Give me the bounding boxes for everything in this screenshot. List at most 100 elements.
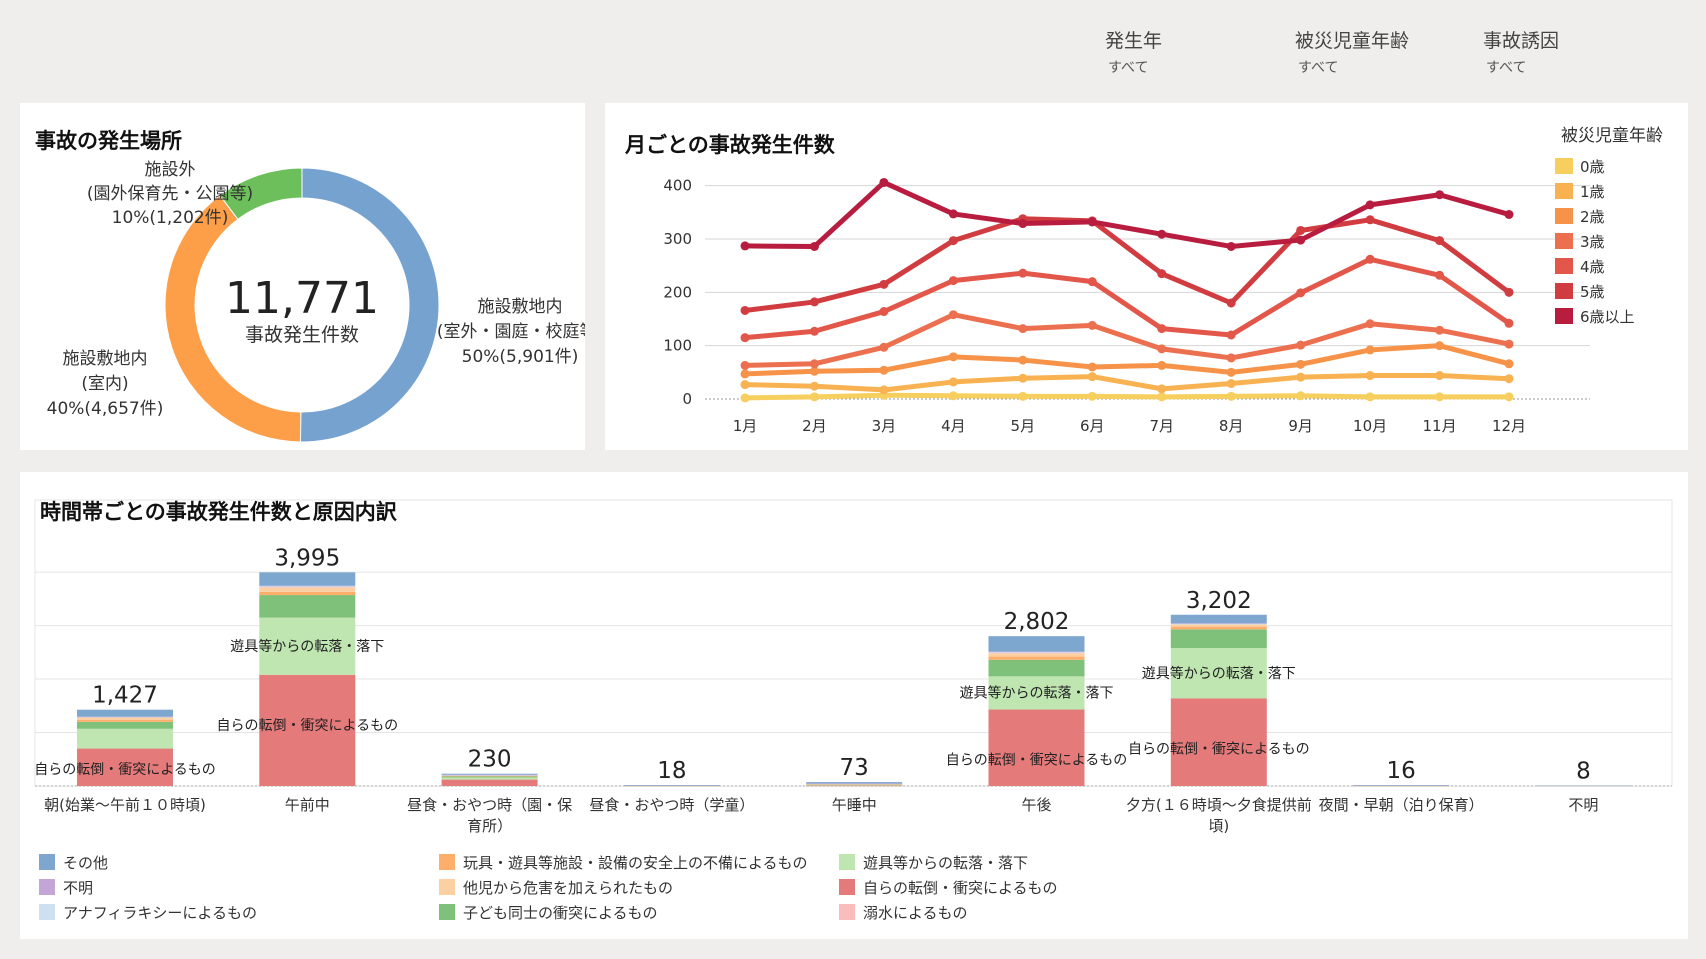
line-point[interactable] bbox=[1504, 339, 1514, 349]
line-point[interactable] bbox=[1157, 384, 1167, 394]
bar-segment[interactable] bbox=[77, 748, 173, 786]
line-point[interactable] bbox=[879, 385, 889, 395]
line-point[interactable] bbox=[809, 297, 819, 307]
line-point[interactable] bbox=[879, 342, 889, 352]
bar-segment[interactable] bbox=[259, 572, 356, 586]
bar-legend-label[interactable]: アナフィラキシーによるもの bbox=[63, 904, 257, 922]
line-point[interactable] bbox=[1157, 360, 1167, 370]
line-point[interactable] bbox=[1435, 371, 1445, 381]
bar-segment[interactable] bbox=[259, 674, 356, 786]
bar-segment[interactable] bbox=[988, 656, 1085, 660]
bar-segment[interactable] bbox=[77, 728, 173, 749]
line-point[interactable] bbox=[1087, 320, 1097, 330]
line-point[interactable] bbox=[1365, 254, 1375, 264]
line-legend-label[interactable]: 6歳以上 bbox=[1580, 308, 1635, 326]
line-point[interactable] bbox=[948, 209, 958, 219]
filter-age[interactable]: 被災児童年齢 すべて bbox=[1295, 26, 1409, 77]
line-series-6[interactable] bbox=[744, 179, 1510, 249]
line-point[interactable] bbox=[1365, 371, 1375, 381]
line-point[interactable] bbox=[1226, 330, 1236, 340]
bar-legend-label[interactable]: 不明 bbox=[63, 879, 93, 897]
line-point[interactable] bbox=[1365, 200, 1375, 210]
bar-segment[interactable] bbox=[259, 586, 356, 588]
bar-segment[interactable] bbox=[1170, 614, 1267, 624]
line-point[interactable] bbox=[879, 279, 889, 289]
line-point[interactable] bbox=[1296, 340, 1306, 350]
bar-legend-label[interactable]: 他児から危害を加えられたもの bbox=[463, 879, 673, 897]
bar-legend-label[interactable]: 自らの転倒・衝突によるもの bbox=[863, 879, 1058, 897]
line-point[interactable] bbox=[879, 177, 889, 187]
bar-segment[interactable] bbox=[988, 659, 1085, 677]
bar-segment[interactable] bbox=[77, 721, 173, 729]
bar-segment[interactable] bbox=[77, 716, 173, 718]
line-legend-label[interactable]: 3歳 bbox=[1580, 233, 1605, 251]
line-point[interactable] bbox=[809, 366, 819, 376]
line-point[interactable] bbox=[1087, 362, 1097, 372]
bar-segment[interactable] bbox=[988, 652, 1085, 654]
line-series-1[interactable] bbox=[744, 373, 1510, 393]
line-point[interactable] bbox=[1018, 324, 1028, 334]
line-point[interactable] bbox=[948, 377, 958, 387]
line-point[interactable] bbox=[1504, 359, 1514, 369]
bar-segment[interactable] bbox=[77, 709, 173, 717]
line-point[interactable] bbox=[1296, 372, 1306, 382]
line-series-3[interactable] bbox=[744, 312, 1510, 368]
line-point[interactable] bbox=[879, 365, 889, 375]
bar-segment[interactable] bbox=[77, 719, 173, 722]
bar-segment[interactable] bbox=[441, 774, 538, 776]
bar-segment[interactable] bbox=[988, 652, 1085, 653]
bar-segment[interactable] bbox=[441, 779, 538, 786]
line-point[interactable] bbox=[809, 392, 819, 402]
bar-segment[interactable] bbox=[441, 777, 538, 780]
line-point[interactable] bbox=[1296, 225, 1306, 235]
bar-segment[interactable] bbox=[259, 591, 356, 596]
line-point[interactable] bbox=[1226, 391, 1236, 401]
line-point[interactable] bbox=[1435, 236, 1445, 246]
line-point[interactable] bbox=[1226, 298, 1236, 308]
line-point[interactable] bbox=[740, 380, 750, 390]
line-point[interactable] bbox=[1504, 392, 1514, 402]
line-series-2[interactable] bbox=[744, 343, 1510, 377]
bar-segment[interactable] bbox=[806, 785, 903, 786]
line-point[interactable] bbox=[948, 236, 958, 246]
line-point[interactable] bbox=[1087, 277, 1097, 287]
line-point[interactable] bbox=[740, 369, 750, 379]
line-point[interactable] bbox=[1087, 217, 1097, 227]
line-point[interactable] bbox=[1365, 215, 1375, 225]
line-point[interactable] bbox=[740, 305, 750, 315]
bar-segment[interactable] bbox=[1170, 698, 1267, 786]
line-point[interactable] bbox=[1435, 270, 1445, 280]
line-point[interactable] bbox=[1504, 318, 1514, 328]
bar-segment[interactable] bbox=[1170, 626, 1267, 630]
bar-segment[interactable] bbox=[1170, 648, 1267, 699]
line-point[interactable] bbox=[809, 381, 819, 391]
bar-legend-label[interactable]: 玩具・遊具等施設・設備の安全上の不備によるもの bbox=[463, 854, 808, 872]
line-point[interactable] bbox=[948, 352, 958, 362]
bar-segment[interactable] bbox=[441, 775, 538, 777]
line-point[interactable] bbox=[1226, 241, 1236, 251]
bar-segment[interactable] bbox=[988, 636, 1085, 652]
line-point[interactable] bbox=[1157, 344, 1167, 354]
line-point[interactable] bbox=[1157, 392, 1167, 402]
bar-segment[interactable] bbox=[988, 651, 1085, 653]
bar-segment[interactable] bbox=[259, 617, 356, 675]
bar-segment[interactable] bbox=[1535, 785, 1632, 787]
line-point[interactable] bbox=[740, 360, 750, 370]
bar-segment[interactable] bbox=[988, 709, 1085, 786]
filter-year[interactable]: 発生年 すべて bbox=[1105, 26, 1162, 77]
line-point[interactable] bbox=[1435, 392, 1445, 402]
line-point[interactable] bbox=[740, 333, 750, 343]
line-legend-label[interactable]: 0歳 bbox=[1580, 158, 1605, 176]
bar-legend-label[interactable]: 遊具等からの転落・落下 bbox=[863, 854, 1028, 872]
line-legend-label[interactable]: 5歳 bbox=[1580, 283, 1605, 301]
line-point[interactable] bbox=[809, 241, 819, 251]
bar-segment[interactable] bbox=[623, 785, 720, 786]
line-point[interactable] bbox=[1435, 190, 1445, 200]
line-legend-label[interactable]: 2歳 bbox=[1580, 208, 1605, 226]
filter-cause-value[interactable]: すべて bbox=[1486, 60, 1527, 76]
line-point[interactable] bbox=[1226, 353, 1236, 363]
donut-slice-outside[interactable] bbox=[219, 167, 303, 221]
bar-segment[interactable] bbox=[988, 676, 1085, 710]
line-point[interactable] bbox=[1157, 229, 1167, 239]
line-legend-label[interactable]: 4歳 bbox=[1580, 258, 1605, 276]
